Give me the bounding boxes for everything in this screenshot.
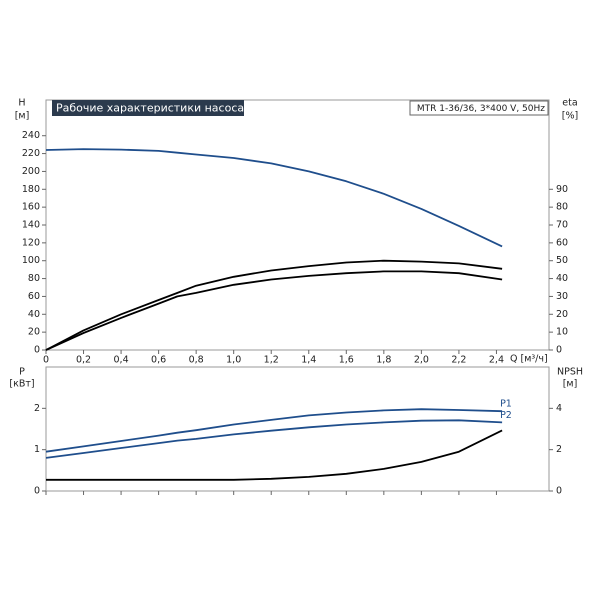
chart-title: Рабочие характеристики насоса	[56, 102, 244, 115]
chart-subtitle: MTR 1-36/36, 3*400 V, 50Hz	[417, 104, 545, 114]
y2-tick-label: 4	[556, 403, 562, 414]
y2-tick-label: 50	[556, 255, 568, 266]
y-tick-label: 180	[22, 184, 40, 195]
x-tick-label: 1,2	[264, 355, 279, 366]
y2-axis-unit: [м]	[563, 379, 578, 390]
y-tick-label: 240	[22, 130, 40, 141]
y-tick-label: 100	[22, 255, 40, 266]
y-tick-label: 80	[28, 273, 40, 284]
x-tick-label: 0,8	[189, 355, 204, 366]
x-tick-label: 0	[43, 355, 49, 366]
y2-axis-label: NPSH	[557, 367, 583, 378]
curve	[45, 259, 503, 351]
x-tick-label: 1,0	[226, 355, 241, 366]
y2-tick-label: 80	[556, 202, 568, 213]
y-axis-unit: [м]	[15, 111, 30, 122]
x-tick-label: 2,0	[414, 355, 429, 366]
curve	[45, 408, 503, 453]
y-tick-label: 120	[22, 237, 40, 248]
y2-tick-label: 0	[556, 486, 562, 497]
subtitle-box	[409, 100, 549, 116]
y2-tick-label: 30	[556, 291, 568, 302]
y-axis-label: P	[19, 367, 25, 378]
curve	[46, 429, 503, 481]
y2-tick-label: 40	[556, 273, 568, 284]
curve	[45, 270, 503, 351]
y-tick-label: 200	[22, 166, 40, 177]
x-tick-label: 0,6	[151, 355, 166, 366]
curve	[45, 419, 503, 459]
y-axis-label: H	[18, 98, 25, 109]
x-tick-label: 0,4	[114, 355, 129, 366]
series-label: P1	[500, 399, 512, 410]
plot-frame	[45, 366, 550, 492]
y2-tick-label: 2	[556, 444, 562, 455]
x-tick-label: 1,8	[376, 355, 391, 366]
y2-axis-label: eta	[562, 98, 577, 109]
x-tick-label: 1,4	[301, 355, 316, 366]
x-axis-label: Q [м³/ч]	[510, 354, 548, 365]
y2-tick-label: 60	[556, 237, 568, 248]
x-tick-label: 2,4	[489, 355, 504, 366]
y-tick-label: 60	[28, 291, 40, 302]
y-tick-label: 1	[34, 444, 40, 455]
y-tick-label: 2	[34, 403, 40, 414]
x-tick-label: 0,2	[76, 355, 91, 366]
y-tick-label: 140	[22, 220, 40, 231]
y-tick-label: 40	[28, 309, 40, 320]
plot-frame	[45, 99, 550, 351]
title-box	[52, 100, 244, 116]
y-tick-label: 220	[22, 148, 40, 159]
y-tick-label: 0	[34, 486, 40, 497]
y2-tick-label: 10	[556, 327, 568, 338]
y2-tick-label: 70	[556, 220, 568, 231]
x-tick-label: 2,2	[451, 355, 466, 366]
curve	[45, 148, 503, 248]
y-axis-unit: [кВт]	[9, 379, 34, 390]
y-tick-label: 20	[28, 327, 40, 338]
y2-tick-label: 0	[556, 345, 562, 356]
y2-axis-unit: [%]	[562, 111, 578, 122]
y-tick-label: 0	[34, 345, 40, 356]
series-label: P2	[500, 410, 512, 421]
y-tick-label: 160	[22, 202, 40, 213]
y2-tick-label: 20	[556, 309, 568, 320]
x-tick-label: 1,6	[339, 355, 354, 366]
y2-tick-label: 90	[556, 184, 568, 195]
